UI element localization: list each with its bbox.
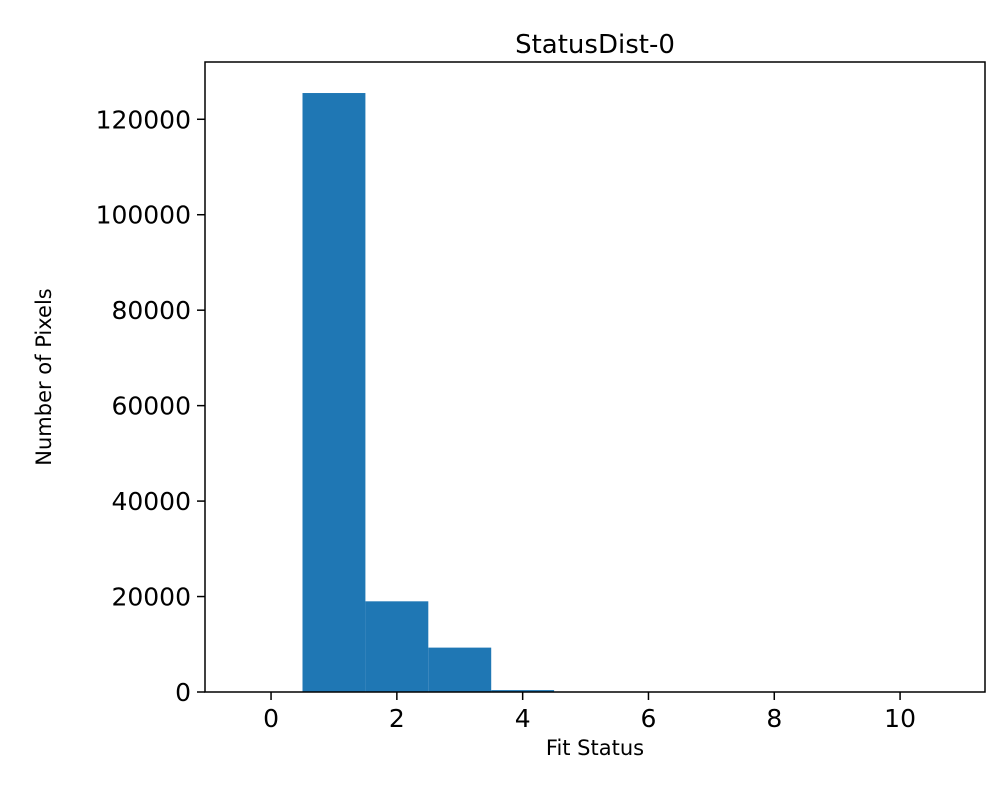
y-tick-label: 60000 <box>111 392 191 421</box>
histogram-bar <box>365 601 429 692</box>
x-tick-label: 6 <box>641 704 657 733</box>
y-axis-label: Number of Pixels <box>32 288 56 466</box>
chart-title: StatusDist-0 <box>515 30 675 60</box>
x-axis-label: Fit Status <box>545 736 645 760</box>
y-tick-label: 20000 <box>111 583 191 612</box>
x-tick-label: 10 <box>884 704 916 733</box>
x-tick-label: 4 <box>515 704 531 733</box>
histogram-bar <box>428 647 492 692</box>
y-tick-label: 100000 <box>96 201 191 230</box>
histogram-bar <box>491 690 555 692</box>
x-tick-label: 0 <box>263 704 279 733</box>
plot-spines <box>204 61 986 693</box>
x-tick-label: 2 <box>389 704 405 733</box>
histogram-bar <box>302 93 366 693</box>
x-tick-label: 8 <box>766 704 782 733</box>
y-tick-label: 0 <box>175 678 191 707</box>
y-tick-label: 40000 <box>111 487 191 516</box>
y-tick-label: 80000 <box>111 296 191 325</box>
y-tick-label: 120000 <box>96 105 191 134</box>
